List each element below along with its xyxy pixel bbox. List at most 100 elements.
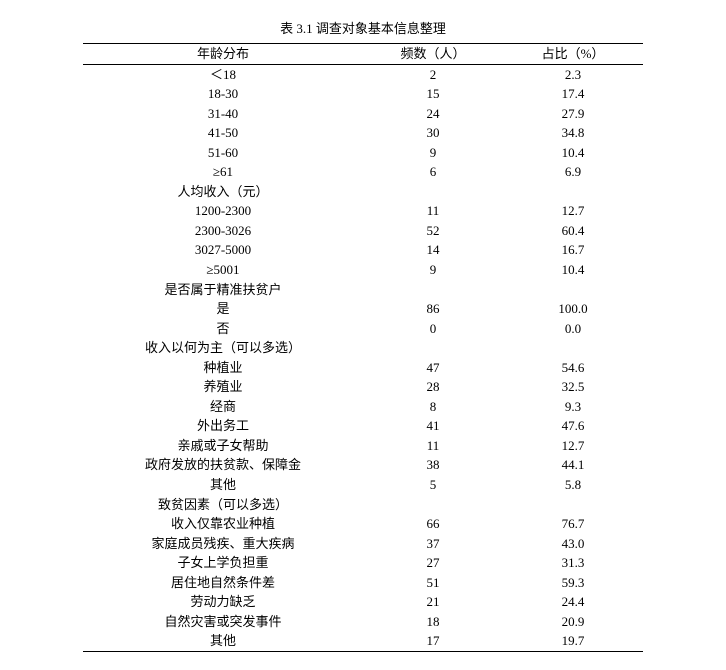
table-row: 收入以何为主（可以多选） [83,338,643,358]
table-row: 其他55.8 [83,475,643,495]
row-freq [363,182,503,202]
row-label: 劳动力缺乏 [83,592,363,612]
table-row: 41-503034.8 [83,123,643,143]
row-freq: 0 [363,319,503,339]
table-row: 人均收入（元） [83,182,643,202]
table-row: 收入仅靠农业种植6676.7 [83,514,643,534]
row-freq: 86 [363,299,503,319]
row-label: 收入仅靠农业种植 [83,514,363,534]
row-freq: 47 [363,358,503,378]
row-freq: 18 [363,612,503,632]
header-col2: 频数（人） [363,44,503,65]
row-freq: 9 [363,143,503,163]
table-row: 子女上学负担重2731.3 [83,553,643,573]
table-row: 外出务工4147.6 [83,416,643,436]
row-label: 子女上学负担重 [83,553,363,573]
row-pct: 12.7 [503,201,643,221]
table-row: ≥5001910.4 [83,260,643,280]
row-label: 家庭成员残疾、重大疾病 [83,534,363,554]
row-label: 3027-5000 [83,240,363,260]
survey-table: 年龄分布 频数（人） 占比（%） ＜1822.318-301517.431-40… [83,43,643,652]
row-label: 否 [83,319,363,339]
table-row: 是86100.0 [83,299,643,319]
row-label: ≥5001 [83,260,363,280]
row-pct: 19.7 [503,631,643,651]
row-label: 收入以何为主（可以多选） [83,338,363,358]
table-header-row: 年龄分布 频数（人） 占比（%） [83,44,643,65]
row-pct [503,495,643,515]
table-row: 18-301517.4 [83,84,643,104]
row-freq: 9 [363,260,503,280]
row-pct: 60.4 [503,221,643,241]
table-row: 是否属于精准扶贫户 [83,280,643,300]
row-pct: 54.6 [503,358,643,378]
row-pct: 43.0 [503,534,643,554]
row-pct: 10.4 [503,143,643,163]
row-label: 是否属于精准扶贫户 [83,280,363,300]
table-caption: 表 3.1 调查对象基本信息整理 [40,18,686,37]
row-pct: 76.7 [503,514,643,534]
table-row: 家庭成员残疾、重大疾病3743.0 [83,534,643,554]
row-pct: 5.8 [503,475,643,495]
row-freq: 6 [363,162,503,182]
table-row: ＜1822.3 [83,64,643,84]
row-pct: 31.3 [503,553,643,573]
row-pct: 6.9 [503,162,643,182]
table-row: 居住地自然条件差5159.3 [83,573,643,593]
row-pct [503,182,643,202]
row-label: 其他 [83,631,363,651]
row-label: 政府发放的扶贫款、保障金 [83,455,363,475]
row-freq: 11 [363,201,503,221]
row-pct: 47.6 [503,416,643,436]
row-pct: 10.4 [503,260,643,280]
row-label: 经商 [83,397,363,417]
row-label: 其他 [83,475,363,495]
row-freq: 28 [363,377,503,397]
header-col1: 年龄分布 [83,44,363,65]
row-freq: 17 [363,631,503,651]
table-row: 3027-50001416.7 [83,240,643,260]
row-pct: 34.8 [503,123,643,143]
row-label: 自然灾害或突发事件 [83,612,363,632]
row-label: 亲戚或子女帮助 [83,436,363,456]
row-label: 41-50 [83,123,363,143]
row-freq: 37 [363,534,503,554]
table-row: 31-402427.9 [83,104,643,124]
row-freq: 15 [363,84,503,104]
row-label: 致贫因素（可以多选） [83,495,363,515]
row-label: 18-30 [83,84,363,104]
row-freq: 52 [363,221,503,241]
table-row: 经商89.3 [83,397,643,417]
row-label: 外出务工 [83,416,363,436]
row-pct: 27.9 [503,104,643,124]
row-pct: 16.7 [503,240,643,260]
row-freq: 21 [363,592,503,612]
table-row: 致贫因素（可以多选） [83,495,643,515]
row-label: 人均收入（元） [83,182,363,202]
row-label: 31-40 [83,104,363,124]
row-pct: 12.7 [503,436,643,456]
row-freq: 8 [363,397,503,417]
row-freq: 66 [363,514,503,534]
table-row: 其他1719.7 [83,631,643,651]
table-row: 亲戚或子女帮助1112.7 [83,436,643,456]
row-pct: 17.4 [503,84,643,104]
table-row: 否00.0 [83,319,643,339]
row-freq: 2 [363,64,503,84]
row-freq: 11 [363,436,503,456]
row-label: 1200-2300 [83,201,363,221]
row-pct: 32.5 [503,377,643,397]
row-label: 种植业 [83,358,363,378]
table-row: 2300-30265260.4 [83,221,643,241]
table-row: 自然灾害或突发事件1820.9 [83,612,643,632]
row-pct: 20.9 [503,612,643,632]
row-freq: 5 [363,475,503,495]
row-label: 51-60 [83,143,363,163]
row-freq: 51 [363,573,503,593]
row-pct: 44.1 [503,455,643,475]
row-freq [363,280,503,300]
row-label: 养殖业 [83,377,363,397]
row-pct: 2.3 [503,64,643,84]
row-pct: 0.0 [503,319,643,339]
row-freq [363,338,503,358]
